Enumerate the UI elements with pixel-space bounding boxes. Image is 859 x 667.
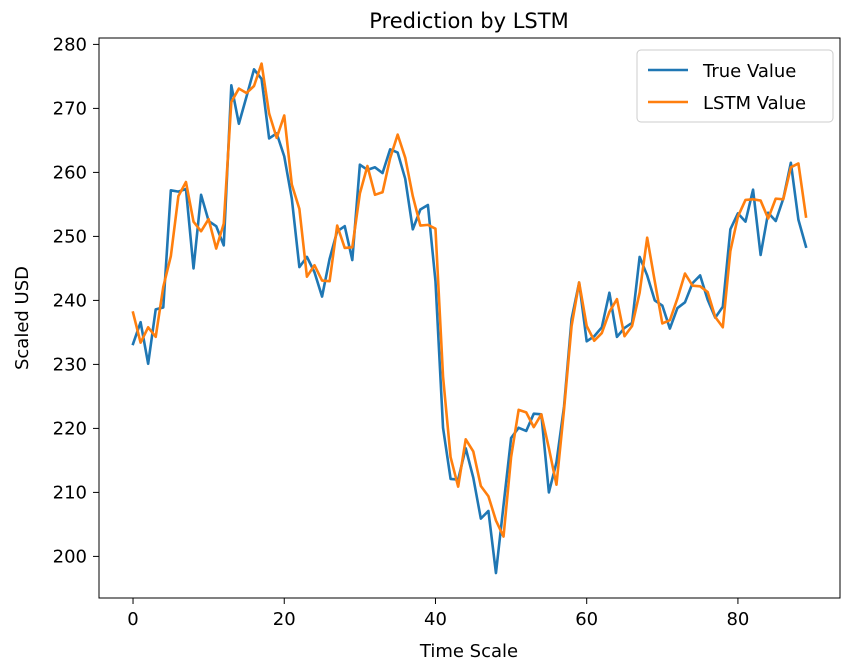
x-tick-label: 40 [424,609,447,630]
y-tick-label: 250 [53,226,87,247]
plot-frame [98,37,841,599]
y-tick-label: 200 [53,546,87,567]
chart-title: Prediction by LSTM [369,9,568,33]
y-tick-label: 240 [53,290,87,311]
y-tick-label: 270 [53,98,87,119]
x-axis-label: Time Scale [419,641,518,662]
legend-box [636,49,834,123]
y-axis-label: Scaled USD [12,266,33,370]
y-axis-ticks: 200 210 220 230 240 250 260 270 280 [53,34,99,567]
y-tick-label: 230 [53,354,87,375]
y-tick-label: 260 [53,162,87,183]
series-line-true-value [131,68,808,575]
legend-label-lstm-value: LSTM Value [703,93,806,114]
x-tick-label: 60 [575,609,598,630]
series-line-lstm-value [131,62,808,538]
x-axis-ticks: 0 20 40 60 80 [127,598,749,630]
x-tick-label: 80 [726,609,749,630]
y-tick-label: 210 [53,482,87,503]
x-tick-label: 20 [273,609,296,630]
legend: True Value LSTM Value [636,49,834,123]
legend-label-true-value: True Value [702,61,796,82]
y-tick-label: 220 [53,418,87,439]
y-tick-label: 280 [53,34,87,55]
x-tick-label: 0 [127,609,138,630]
data-lines [131,62,808,575]
